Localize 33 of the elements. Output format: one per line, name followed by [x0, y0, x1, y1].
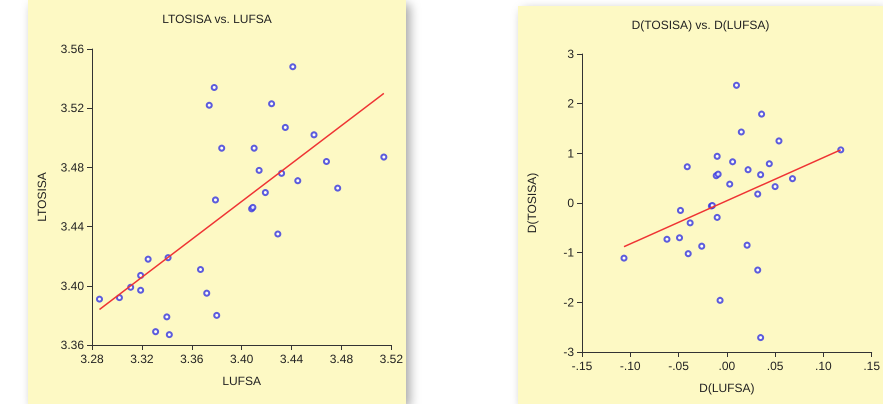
y-tick-label: -2 — [563, 295, 574, 310]
x-tick-label: .15 — [863, 359, 880, 373]
x-tick-label: 3.48 — [330, 352, 354, 366]
y-tick-label: 3.56 — [60, 42, 84, 56]
x-tick-label: -.15 — [572, 359, 593, 373]
y-tick-label: 3.52 — [60, 101, 84, 116]
x-tick-label: 3.32 — [130, 352, 154, 366]
y-tick-label: 3.40 — [60, 278, 84, 293]
y-axis-title: LTOSISA — [35, 172, 49, 222]
chart-title: D(TOSISA) vs. D(LUFSA) — [632, 18, 770, 32]
x-tick-label: -.10 — [620, 359, 641, 373]
x-tick-label: 3.52 — [380, 352, 404, 366]
y-tick-label: 3.48 — [60, 160, 84, 174]
x-tick-label: .10 — [815, 359, 832, 373]
y-tick-label: 3.36 — [60, 338, 84, 352]
y-tick-label: 3.44 — [60, 220, 84, 234]
x-axis-title: LUFSA — [222, 374, 262, 388]
x-axis-title: D(LUFSA) — [699, 381, 754, 395]
x-tick-label: 3.40 — [230, 352, 254, 366]
x-tick-label: 3.28 — [80, 352, 104, 366]
y-tick-label: -3 — [563, 345, 574, 359]
x-tick-label: .05 — [766, 359, 784, 373]
y-tick-label: 2 — [567, 96, 574, 111]
x-tick-label: 3.36 — [180, 352, 204, 366]
y-axis-title: D(TOSISA) — [525, 172, 539, 234]
y-tick-label: 3 — [567, 47, 574, 61]
y-tick-label: -1 — [563, 246, 574, 260]
x-tick-label: .00 — [718, 359, 736, 373]
chart-title: LTOSISA vs. LUFSA — [162, 12, 272, 26]
y-tick-label: 1 — [567, 146, 574, 160]
x-tick-label: 3.44 — [280, 352, 304, 366]
x-tick-label: -.05 — [668, 359, 690, 373]
y-tick-label: 0 — [567, 196, 574, 210]
